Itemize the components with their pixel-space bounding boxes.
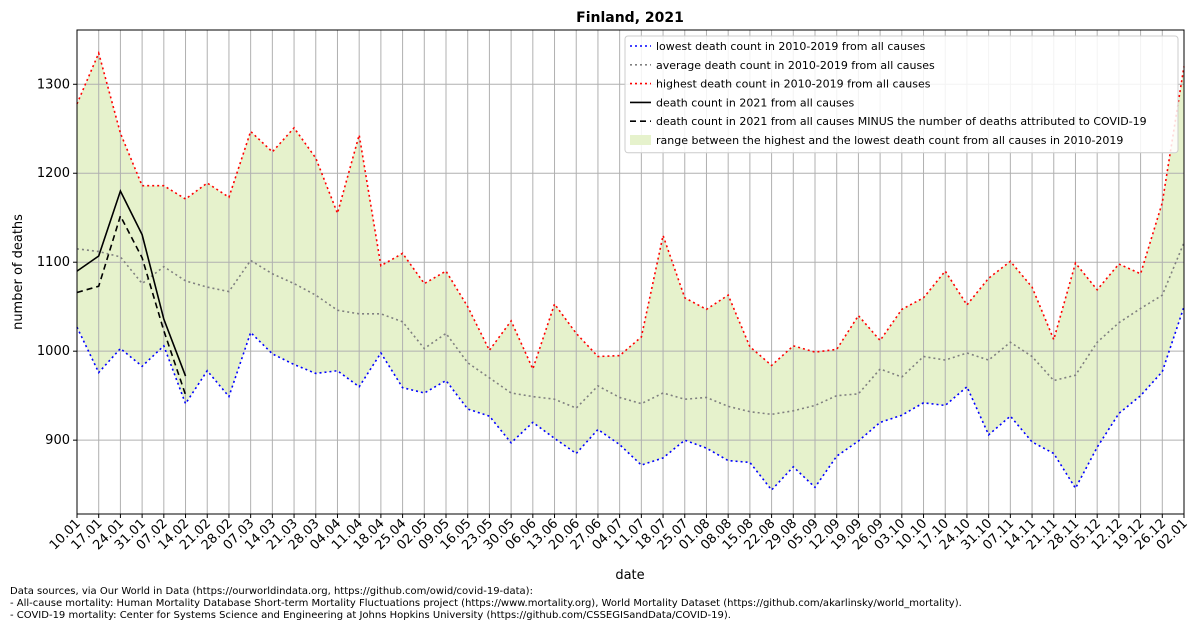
legend-box — [624, 35, 1179, 154]
legend-label: range between the highest and the lowest… — [656, 134, 1123, 147]
series-line — [76, 213, 187, 396]
footnote: - All-cause mortality: Human Mortality D… — [10, 598, 962, 609]
footnote: - COVID-19 mortality: Center for Systems… — [10, 610, 731, 621]
series-line — [76, 188, 187, 377]
legend-label: lowest death count in 2010-2019 from all… — [656, 40, 926, 53]
legend: lowest death count in 2010-2019 from all… — [624, 35, 1179, 154]
legend-label: death count in 2021 from all causes MINU… — [656, 115, 1147, 128]
series-line — [76, 242, 1185, 416]
series-line — [76, 50, 1185, 372]
plot-frame — [76, 29, 1185, 515]
legend-swatch — [630, 135, 651, 145]
chart-title: Finland, 2021 — [576, 10, 684, 26]
y-tick-label: 900 — [45, 433, 70, 448]
legend-label: death count in 2021 from all causes — [656, 96, 855, 109]
y-axis-label: number of deaths — [11, 214, 26, 330]
x-axis-label: date — [615, 568, 644, 583]
range-area — [77, 53, 1184, 490]
y-tick-label: 1200 — [37, 166, 70, 181]
y-tick-label: 1000 — [37, 344, 70, 359]
legend-label: average death count in 2010-2019 from al… — [656, 59, 935, 72]
y-tick-label: 1100 — [37, 255, 70, 270]
y-tick-label: 1300 — [37, 77, 70, 92]
footnote: Data sources, via Our World in Data (htt… — [10, 586, 533, 597]
legend-label: highest death count in 2010-2019 from al… — [656, 78, 931, 91]
